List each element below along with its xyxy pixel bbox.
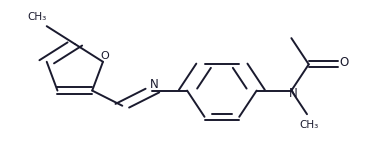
Text: CH₃: CH₃ [299, 120, 318, 130]
Text: O: O [100, 51, 109, 61]
Text: N: N [150, 78, 159, 91]
Text: CH₃: CH₃ [27, 12, 47, 22]
Text: O: O [340, 56, 349, 69]
Text: N: N [289, 87, 298, 100]
